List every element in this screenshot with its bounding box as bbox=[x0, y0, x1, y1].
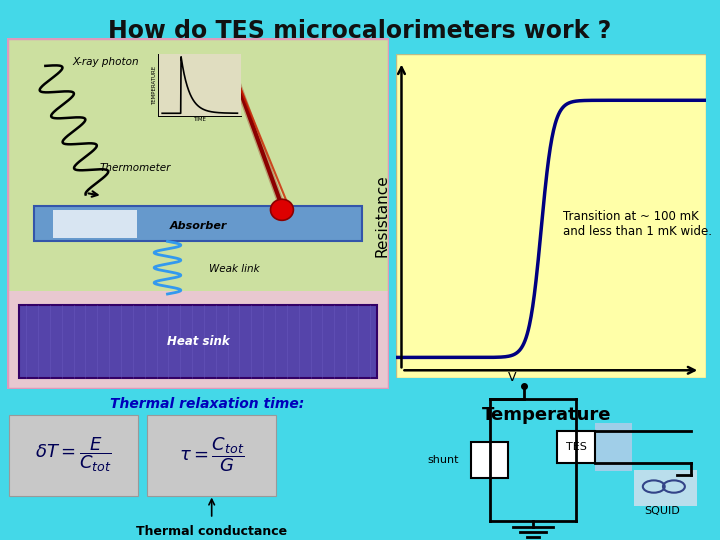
FancyBboxPatch shape bbox=[9, 415, 138, 496]
Text: $\tau = \dfrac{C_{tot}}{G}$: $\tau = \dfrac{C_{tot}}{G}$ bbox=[179, 435, 245, 474]
Text: How do TES microcalorimeters work ?: How do TES microcalorimeters work ? bbox=[109, 19, 611, 43]
Bar bbox=[19, 305, 377, 378]
Text: $\delta T = \dfrac{E}{C_{tot}}$: $\delta T = \dfrac{E}{C_{tot}}$ bbox=[35, 435, 112, 474]
Bar bbox=[634, 470, 697, 506]
Circle shape bbox=[271, 199, 294, 220]
Polygon shape bbox=[7, 38, 389, 291]
Text: X-ray photon: X-ray photon bbox=[72, 57, 139, 68]
Text: TES: TES bbox=[566, 442, 586, 452]
Bar bbox=[53, 210, 137, 238]
Polygon shape bbox=[7, 291, 389, 389]
Bar bbox=[557, 431, 595, 463]
FancyBboxPatch shape bbox=[147, 415, 276, 496]
Text: V: V bbox=[508, 372, 517, 384]
Text: Absorber: Absorber bbox=[169, 220, 227, 231]
Text: Temperature: Temperature bbox=[482, 406, 611, 424]
Bar bbox=[471, 442, 508, 477]
Text: Thermal relaxation time:: Thermal relaxation time: bbox=[110, 397, 305, 411]
Text: shunt: shunt bbox=[428, 455, 459, 465]
Text: SQUID: SQUID bbox=[644, 506, 680, 516]
Text: Weak link: Weak link bbox=[210, 265, 260, 274]
X-axis label: TIME: TIME bbox=[194, 118, 206, 123]
Text: Resistance: Resistance bbox=[375, 174, 390, 258]
Text: Heat sink: Heat sink bbox=[166, 335, 230, 348]
Text: Transition at ~ 100 mK
and less than 1 mK wide.: Transition at ~ 100 mK and less than 1 m… bbox=[563, 210, 712, 238]
Text: Thermal conductance: Thermal conductance bbox=[136, 525, 287, 538]
Y-axis label: TEMPERATURE: TEMPERATURE bbox=[152, 65, 157, 105]
Bar bbox=[595, 422, 632, 471]
Bar bbox=[34, 206, 362, 241]
Text: Thermometer: Thermometer bbox=[100, 163, 171, 173]
